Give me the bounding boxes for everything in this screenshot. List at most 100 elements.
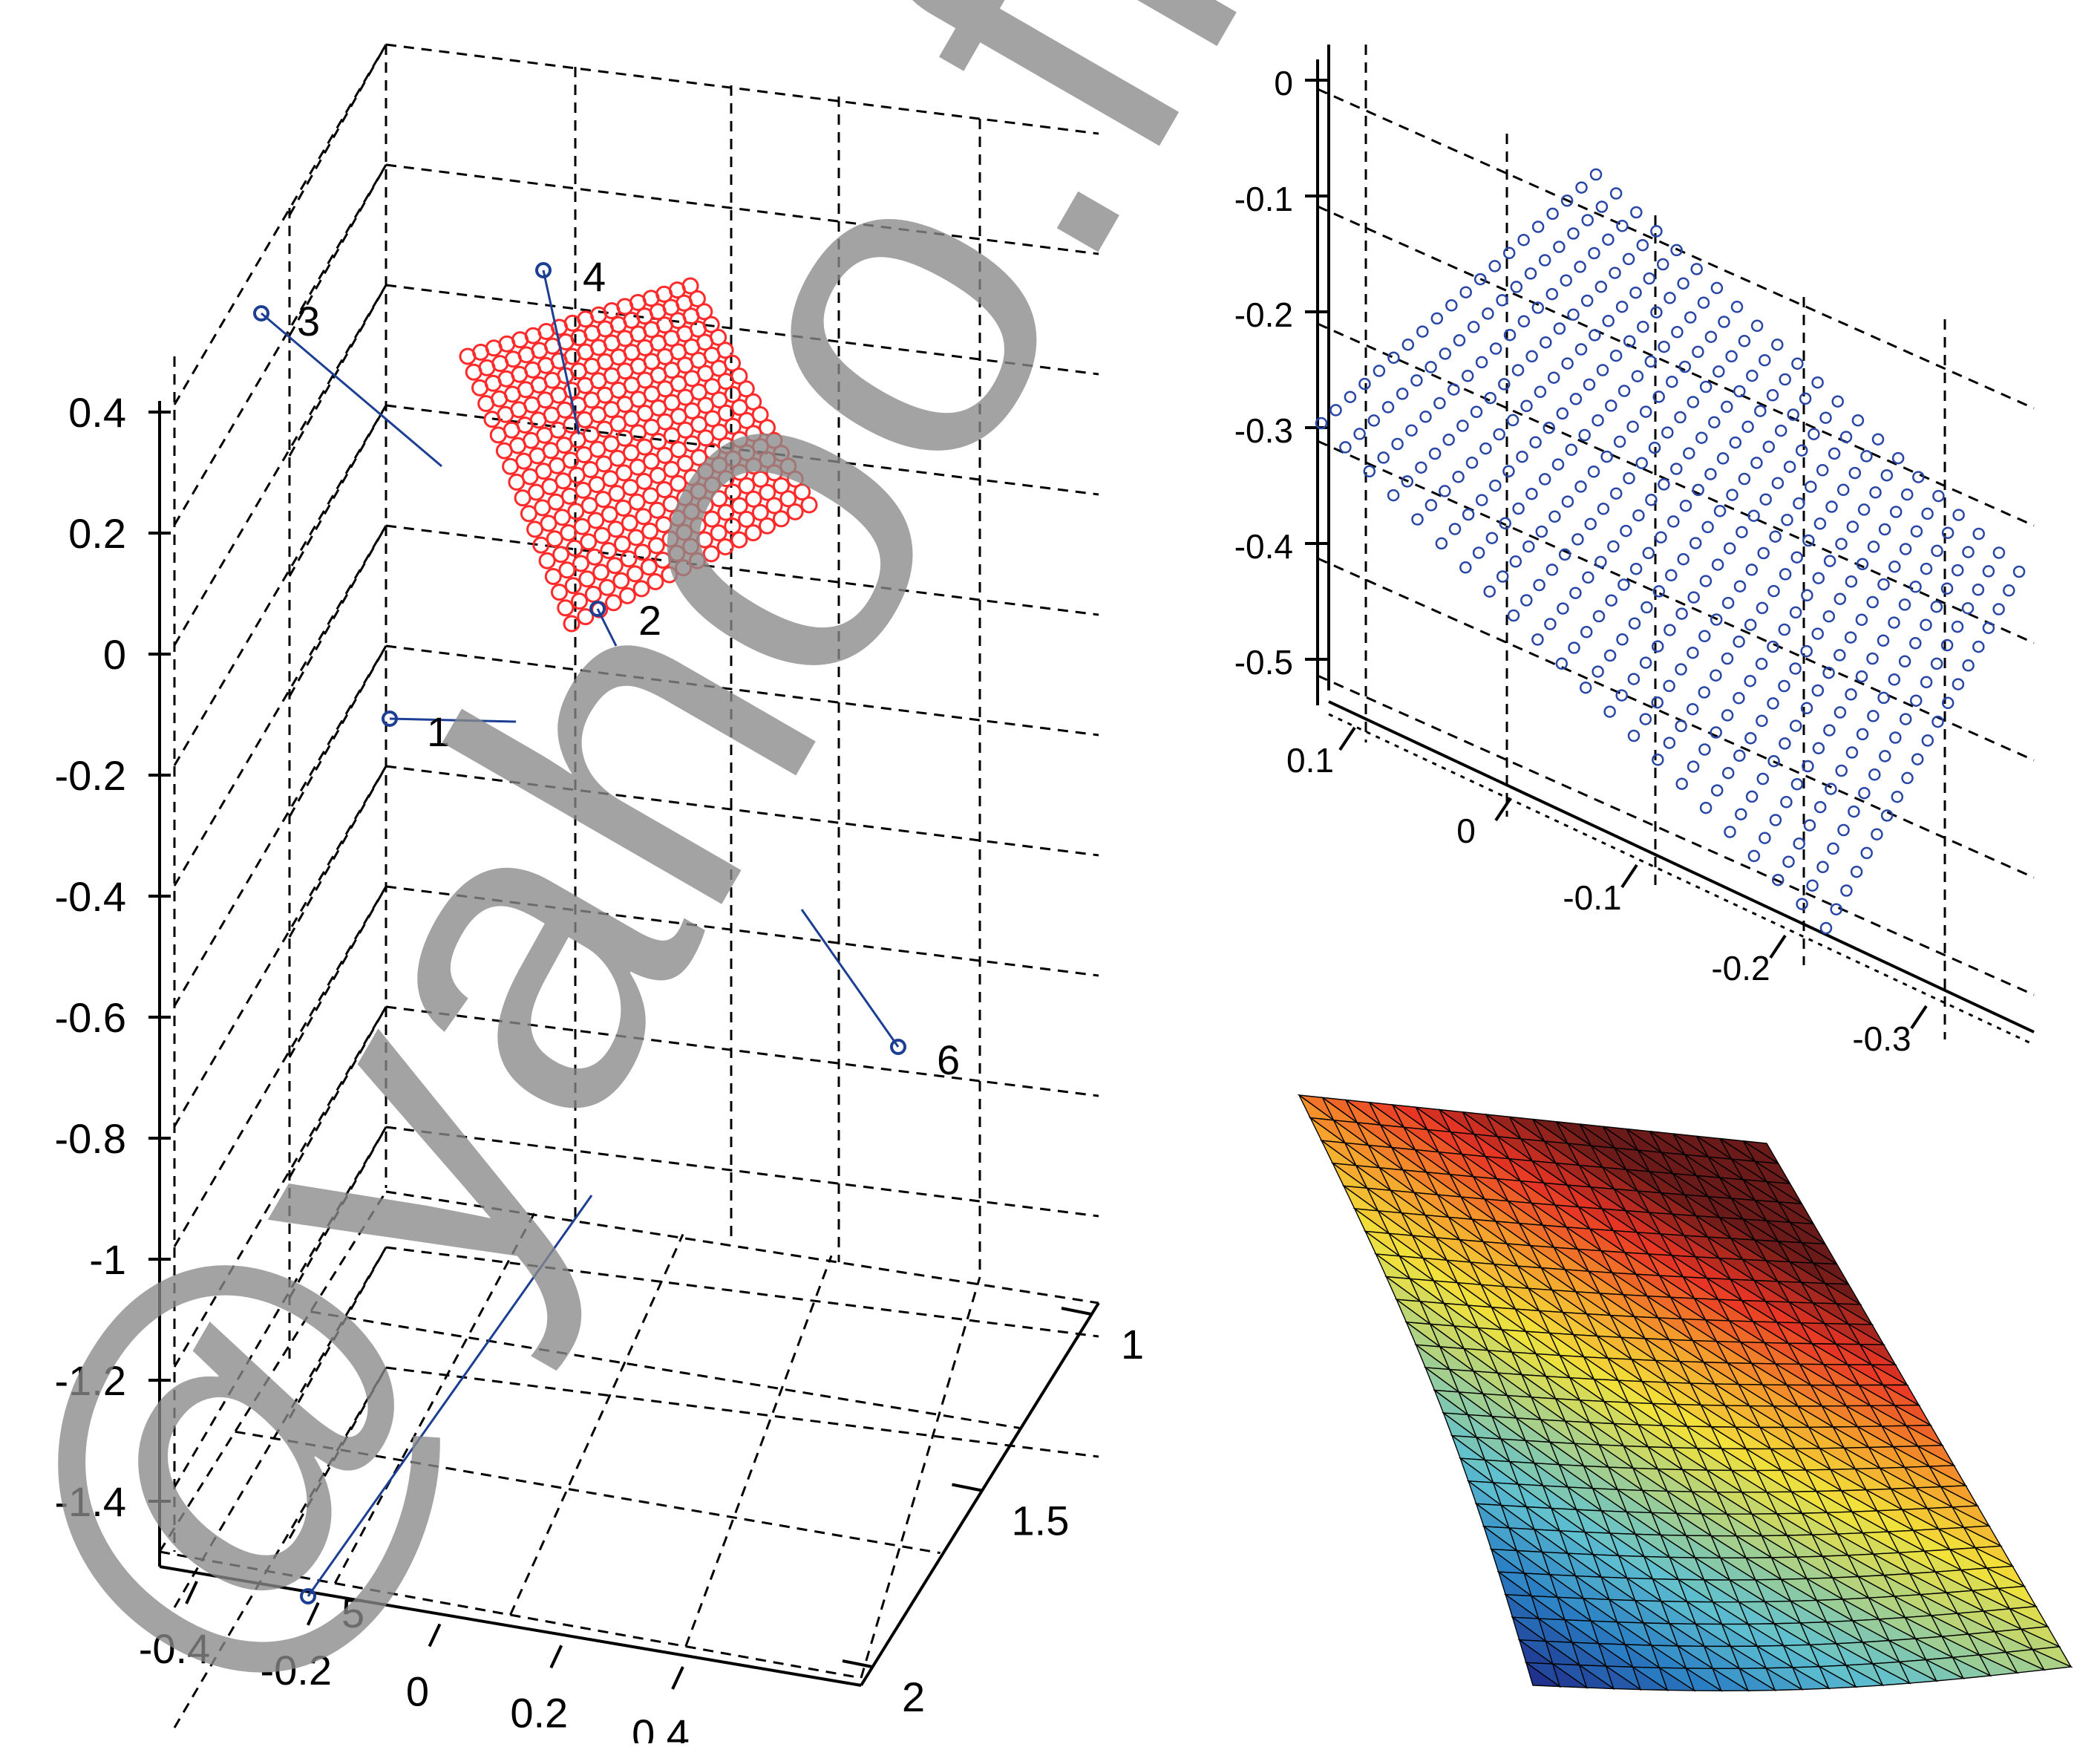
surface-facet <box>1632 1665 1669 1691</box>
grid-line <box>173 645 387 1007</box>
calibration-point <box>553 509 571 526</box>
rt-grid-line <box>1317 205 2035 527</box>
point-marker <box>1387 351 1400 365</box>
calibration-point <box>595 491 612 509</box>
surface-facet <box>1551 1662 1589 1688</box>
surface-facet <box>1578 1663 1616 1690</box>
point-cloud-3d-plot: 0 -0.1 -0.2 -0.3 -0.4 -0.5 0.1 0 -0.1 -0.2 -0.3 <box>1234 45 2035 1058</box>
grid-line <box>235 1430 941 1555</box>
point-marker <box>1860 450 1873 463</box>
camera-center <box>535 262 552 278</box>
point-marker <box>1840 884 1853 897</box>
point-marker <box>1793 837 1805 850</box>
point-marker <box>1525 487 1538 500</box>
calibration-point <box>668 544 686 562</box>
point-marker <box>1837 823 1850 837</box>
point-marker <box>1858 786 1871 800</box>
point-marker <box>1880 468 1894 482</box>
point-marker <box>1489 342 1502 355</box>
calibration-point <box>655 516 673 534</box>
point-marker <box>1439 485 1451 497</box>
point-marker <box>1690 263 1703 275</box>
point-marker <box>1467 321 1480 333</box>
point-marker <box>1637 320 1649 333</box>
point-marker <box>1435 537 1448 550</box>
point-marker <box>1759 832 1771 844</box>
surface-facet <box>2004 1650 2047 1673</box>
point-marker <box>1756 714 1768 728</box>
point-marker <box>1473 272 1487 286</box>
point-marker <box>1729 436 1742 449</box>
calibration-point <box>751 406 769 423</box>
point-marker <box>1710 613 1723 626</box>
point-cloud-grid <box>1316 45 2035 1046</box>
calibration-point <box>580 533 598 551</box>
point-marker <box>1962 546 1975 558</box>
point-marker <box>1448 383 1460 396</box>
point-marker <box>1507 609 1520 622</box>
point-marker <box>1620 524 1632 538</box>
point-marker <box>1609 487 1623 500</box>
point-marker <box>1747 849 1761 863</box>
point-marker <box>1587 466 1600 478</box>
calibration-point <box>560 524 578 541</box>
point-marker <box>1574 261 1586 273</box>
point-marker <box>1582 571 1594 584</box>
point-marker <box>1747 509 1760 522</box>
calibration-point <box>566 539 583 557</box>
point-marker <box>1704 468 1717 480</box>
point-marker <box>1767 697 1779 710</box>
point-marker <box>1857 503 1871 516</box>
point-marker <box>1952 678 1965 690</box>
point-marker <box>1424 361 1437 373</box>
point-marker <box>1721 400 1733 414</box>
point-marker <box>1909 581 1922 593</box>
point-marker <box>1652 585 1666 598</box>
calibration-point <box>588 476 606 494</box>
point-marker <box>1801 589 1813 602</box>
point-marker <box>1793 497 1805 510</box>
point-marker <box>1674 411 1687 424</box>
point-marker <box>1800 702 1813 715</box>
point-marker <box>1855 670 1868 683</box>
grid-line <box>385 1246 1099 1338</box>
point-marker <box>1459 561 1472 574</box>
calibration-point <box>786 470 804 488</box>
point-marker <box>1898 598 1911 611</box>
rt-x-tick-mark <box>1620 863 1638 889</box>
calibration-point <box>772 445 790 463</box>
point-marker <box>1860 846 1873 860</box>
point-marker <box>1787 408 1799 421</box>
point-marker <box>1871 828 1883 840</box>
point-marker <box>1819 921 1833 935</box>
point-marker <box>1632 509 1645 522</box>
calibration-point <box>670 474 687 492</box>
point-marker <box>1677 277 1690 290</box>
point-marker <box>1622 252 1635 266</box>
point-marker <box>1592 414 1604 427</box>
point-marker <box>1877 691 1890 705</box>
calibration-point <box>608 485 626 503</box>
point-marker <box>1835 538 1848 550</box>
point-marker <box>1767 640 1779 653</box>
point-marker <box>1617 385 1631 397</box>
rt-z-tick-label: -0.1 <box>1234 180 1293 218</box>
point-marker <box>1962 659 1975 672</box>
surface-facet <box>1525 1661 1562 1688</box>
point-marker <box>1589 168 1603 181</box>
calibration-point <box>640 558 658 576</box>
point-marker <box>1677 552 1690 566</box>
point-marker <box>1866 595 1879 609</box>
point-marker <box>1448 523 1462 535</box>
grid-line <box>173 525 387 886</box>
point-marker <box>1745 790 1759 803</box>
point-marker <box>1615 689 1628 702</box>
camera-axis-line <box>389 717 517 723</box>
point-marker <box>1831 395 1844 408</box>
point-marker <box>1901 771 1914 785</box>
point-marker <box>1771 477 1785 489</box>
point-marker <box>1771 339 1784 351</box>
point-marker <box>1721 766 1735 780</box>
point-marker <box>1666 375 1678 388</box>
point-marker <box>1567 308 1580 321</box>
